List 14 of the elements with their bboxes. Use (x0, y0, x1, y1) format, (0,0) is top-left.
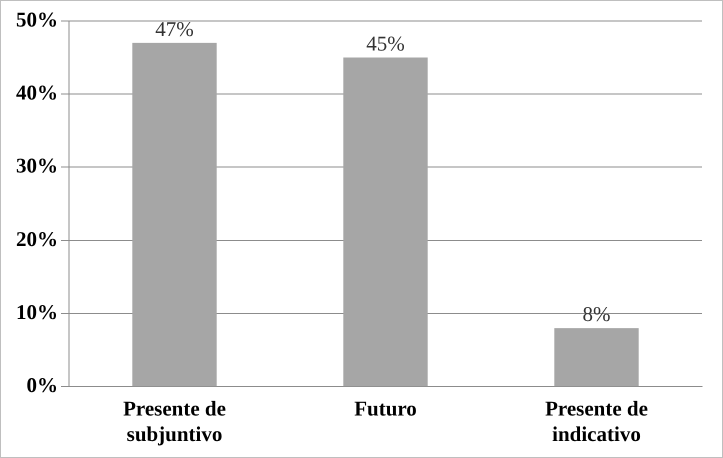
y-tick-label: 40% (16, 80, 58, 105)
y-tick-label: 50% (16, 7, 58, 32)
y-tick-label: 0% (26, 373, 58, 398)
bar (343, 58, 428, 386)
y-tick-label: 30% (16, 154, 58, 178)
x-tick-label: Presente de indicativo (545, 396, 648, 446)
data-label: 45% (366, 32, 405, 56)
data-label: 47% (155, 16, 194, 41)
y-tick-label: 10% (16, 300, 58, 324)
x-tick-label: Presente de subjuntivo (123, 396, 226, 446)
y-tick-label: 20% (16, 226, 58, 251)
bar (554, 328, 639, 386)
x-tick-label: Futuro (354, 396, 417, 421)
bar (132, 42, 217, 386)
